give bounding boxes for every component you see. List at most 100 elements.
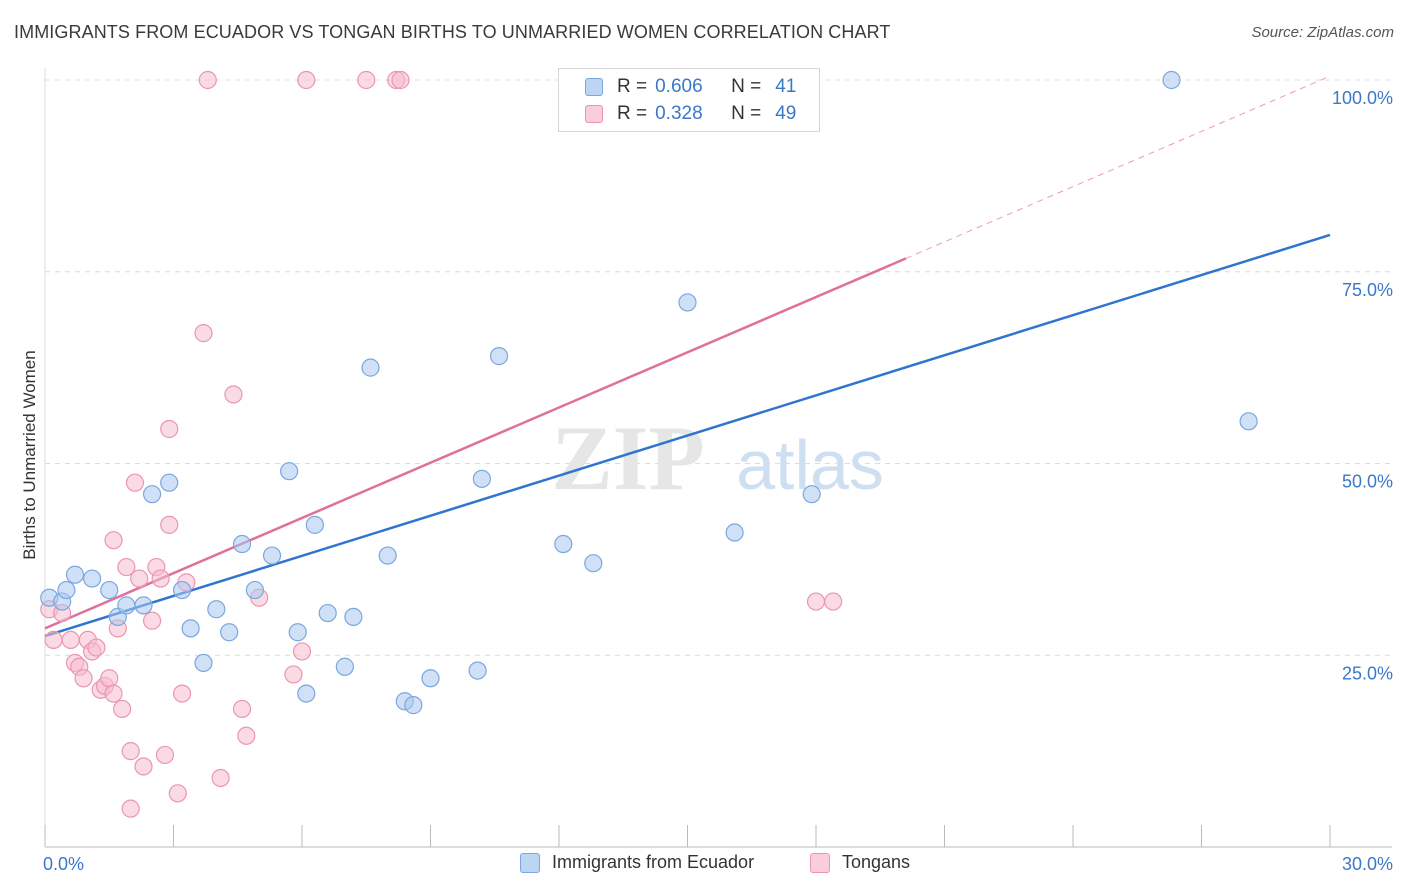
point-ecuador [220, 623, 239, 642]
series-legend-tongans: Tongans [810, 852, 910, 873]
series-swatch-tongans [810, 852, 830, 873]
point-ecuador [83, 569, 102, 588]
point-ecuador [160, 473, 179, 492]
point-tongans [160, 419, 179, 439]
legend-r-label: R = [617, 76, 648, 97]
point-ecuador [262, 546, 282, 565]
point-tongans [172, 684, 192, 703]
point-ecuador [554, 534, 573, 554]
legend-r-value: 0.328 [655, 103, 703, 124]
x-axis [44, 68, 1392, 848]
point-tongans [151, 569, 170, 588]
point-tongans [74, 669, 93, 688]
point-ecuador [378, 546, 397, 565]
point-tongans [125, 473, 145, 492]
x-tick-label: 0.0% [43, 854, 84, 874]
point-ecuador [468, 661, 487, 680]
series-legend-label: Immigrants from Ecuador [552, 852, 755, 872]
x-tick-label: 30.0% [1342, 854, 1393, 874]
chart-title: IMMIGRANTS FROM ECUADOR VS TONGAN BIRTHS… [14, 22, 891, 42]
trend-line-tongans-extension [905, 75, 1331, 259]
point-ecuador [678, 293, 697, 312]
point-ecuador [134, 596, 153, 615]
point-tongans [44, 630, 63, 650]
point-tongans [198, 70, 217, 90]
point-ecuador [404, 696, 423, 715]
point-tongans [284, 665, 303, 684]
point-ecuador [335, 657, 354, 676]
point-tongans [104, 531, 123, 550]
point-ecuador [288, 623, 307, 642]
point-ecuador [232, 534, 252, 554]
point-tongans [211, 768, 230, 788]
trend-line-tongans [44, 257, 907, 630]
point-tongans [121, 742, 140, 761]
point-ecuador [305, 515, 324, 534]
legend-r-value: 0.606 [655, 76, 703, 97]
point-tongans [292, 642, 312, 661]
point-tongans [806, 592, 826, 611]
point-ecuador [1239, 412, 1258, 431]
y-tick-label: 100.0% [1332, 88, 1393, 108]
point-ecuador [280, 462, 299, 481]
point-ecuador [57, 580, 76, 600]
point-ecuador [100, 580, 119, 600]
point-tongans [391, 70, 410, 90]
point-tongans [130, 569, 149, 588]
point-ecuador [421, 669, 440, 688]
point-tongans [168, 784, 187, 803]
point-ecuador [584, 554, 603, 573]
point-ecuador [207, 600, 226, 619]
legend-n-label: N = [731, 103, 762, 124]
legend-n-value: 41 [775, 76, 797, 97]
legend-row-ecuador: R = 0.606 N = 41 [585, 75, 796, 99]
point-tongans [160, 515, 179, 534]
watermark-zip: ZIP [551, 407, 704, 509]
point-ecuador [725, 523, 744, 542]
y-tick-label: 75.0% [1342, 280, 1393, 300]
point-ecuador [194, 653, 213, 673]
point-tongans [112, 699, 132, 719]
stats-legend: R = 0.606 N = 41 R = 0.328 N = 49 [558, 68, 820, 132]
series-legend-ecuador: Immigrants from Ecuador [520, 852, 754, 873]
point-ecuador [489, 347, 509, 366]
y-tick-label: 25.0% [1342, 663, 1393, 683]
point-ecuador [245, 580, 264, 600]
legend-n-value: 49 [775, 103, 797, 124]
point-tongans [194, 324, 213, 343]
gridlines [45, 79, 1392, 656]
series-swatch-ecuador [520, 852, 540, 873]
point-tongans [224, 385, 243, 404]
point-tongans [824, 592, 843, 611]
point-tongans [87, 638, 106, 657]
point-tongans [357, 70, 376, 90]
source-credit: Source: ZipAtlas.com [1251, 24, 1394, 41]
point-ecuador [117, 596, 136, 615]
point-tongans [237, 726, 256, 745]
legend-swatch-ecuador [585, 78, 603, 96]
point-tongans [121, 799, 140, 818]
series-legend-label: Tongans [842, 852, 911, 872]
point-tongans [232, 699, 252, 719]
data-points [40, 70, 1258, 818]
point-ecuador [802, 485, 821, 504]
point-ecuador [172, 580, 192, 600]
trend-line-ecuador [44, 233, 1331, 638]
point-tongans [155, 745, 175, 765]
point-tongans [142, 611, 162, 630]
point-tongans [61, 630, 80, 650]
trend-lines [44, 75, 1331, 638]
legend-r-label: R = [617, 103, 648, 124]
point-ecuador [297, 684, 316, 703]
y-tick-label: 50.0% [1342, 472, 1393, 492]
legend-row-tongans: R = 0.328 N = 49 [585, 102, 796, 126]
point-ecuador [181, 619, 200, 638]
point-ecuador [361, 358, 380, 377]
legend-n-label: N = [731, 76, 762, 97]
legend-swatch-tongans [585, 105, 603, 123]
point-tongans [297, 70, 316, 90]
tick-labels: 25.0% 50.0% 75.0% 100.0% 0.0% 30.0% [43, 88, 1393, 874]
point-tongans [134, 757, 153, 776]
point-ecuador [142, 485, 162, 504]
